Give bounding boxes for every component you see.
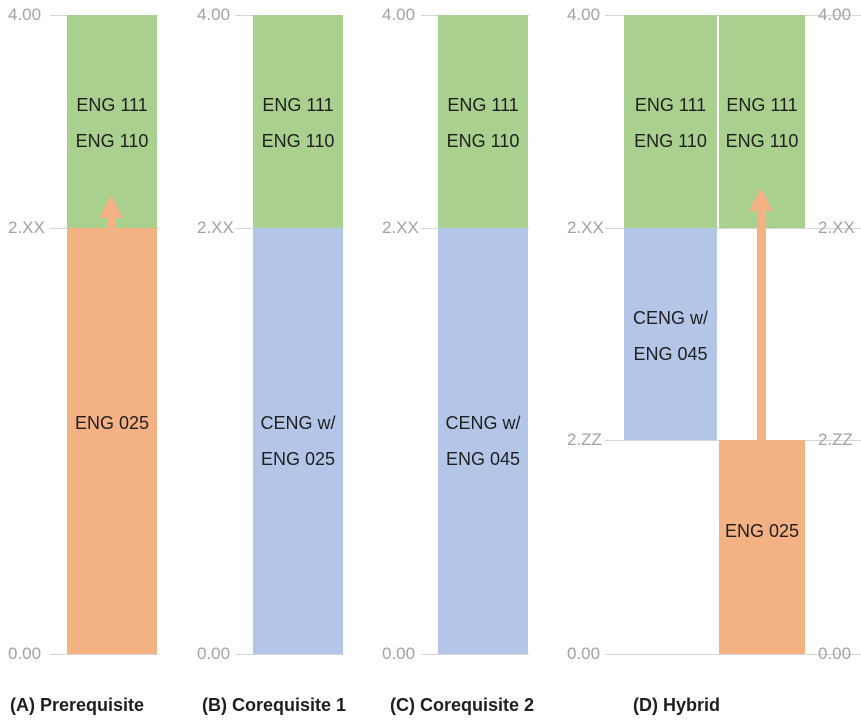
tick-label-bottom-right: 0.00 — [818, 644, 852, 663]
block-eng-111-110-left: ENG 111 ENG 110 — [624, 15, 717, 228]
caption-hybrid: (D) Hybrid — [633, 695, 720, 715]
block-label-line1: ENG 111 — [726, 95, 798, 115]
tick-label-low-right: 2.ZZ — [818, 430, 853, 449]
block-eng-111-110: ENG 111 ENG 110 — [438, 15, 528, 228]
caption-corequisite-1: (B) Corequisite 1 — [202, 695, 347, 715]
tick-label-mid-right: 2.XX — [818, 218, 855, 237]
tick-label-bottom: 0.00 — [382, 644, 416, 663]
block-label-line2: ENG 045 — [633, 344, 708, 364]
block-label-line2: ENG 110 — [446, 131, 520, 151]
tick-label-top-right: 4.00 — [818, 5, 852, 24]
block-label-line2: ENG 110 — [261, 131, 335, 151]
block-label-line2: ENG 110 — [725, 131, 799, 151]
block-label-line1: ENG 025 — [74, 413, 150, 433]
block-label-line2: ENG 025 — [260, 449, 336, 469]
block-ceng-eng-045: CENG w/ ENG 045 — [438, 228, 528, 654]
gridline-mid — [605, 228, 861, 229]
block-label-line1: ENG 111 — [447, 95, 519, 115]
block-ceng-eng-045: CENG w/ ENG 045 — [624, 228, 717, 440]
tick-label-bottom: 0.00 — [197, 644, 231, 663]
caption-prerequisite: (A) Prerequisite — [10, 695, 145, 715]
panel-corequisite-1: 4.00 2.XX 0.00 ENG 111 ENG 110 CENG w/ E… — [180, 0, 370, 727]
tick-label-top-left: 4.00 — [567, 5, 601, 24]
tick-label-mid-left: 2.XX — [567, 218, 604, 237]
block-label-line2: ENG 045 — [445, 449, 521, 469]
tick-label-top: 4.00 — [382, 5, 416, 24]
tick-label-mid: 2.XX — [197, 218, 234, 237]
tick-label-mid: 2.XX — [382, 218, 419, 237]
tick-label-top: 4.00 — [197, 5, 231, 24]
block-label-line2: ENG 110 — [634, 131, 707, 151]
gridline-bottom — [421, 654, 529, 655]
panel-hybrid: 4.00 2.XX 2.ZZ 0.00 ENG 111 ENG 110 CENG… — [550, 0, 861, 727]
tick-label-mid: 2.XX — [8, 218, 45, 237]
gridline-bottom — [235, 654, 343, 655]
tick-label-bottom: 0.00 — [8, 644, 42, 663]
block-label-line1: CENG w/ — [445, 413, 521, 433]
gridline-bottom — [50, 654, 158, 655]
block-label-line1: ENG 111 — [634, 95, 707, 115]
arrow-up-icon — [749, 188, 773, 442]
block-label-line1: CENG w/ — [260, 413, 336, 433]
block-eng-025: ENG 025 — [719, 440, 805, 654]
block-label-line1: CENG w/ — [632, 308, 708, 328]
block-label-line1: ENG 111 — [262, 95, 334, 115]
block-label-line2: ENG 110 — [75, 131, 149, 151]
block-ceng-eng-025: CENG w/ ENG 025 — [253, 228, 343, 654]
arrow-up-icon — [99, 195, 123, 256]
block-label-line1: ENG 025 — [724, 521, 800, 541]
tick-label-low-left: 2.ZZ — [567, 430, 602, 449]
caption-corequisite-2: (C) Corequisite 2 — [390, 695, 535, 715]
block-label-line1: ENG 111 — [76, 95, 148, 115]
tick-label-top: 4.00 — [8, 5, 42, 24]
gridline-bottom — [605, 654, 861, 655]
block-eng-111-110: ENG 111 ENG 110 — [253, 15, 343, 228]
block-eng-111-110: ENG 111 ENG 110 — [67, 15, 157, 228]
panel-corequisite-2: 4.00 2.XX 0.00 ENG 111 ENG 110 CENG w/ E… — [370, 0, 550, 727]
tick-label-bottom-left: 0.00 — [567, 644, 601, 663]
block-eng-025: ENG 025 — [67, 228, 157, 654]
panel-prerequisite: 4.00 2.XX 0.00 ENG 111 ENG 110 ENG 025 (… — [0, 0, 180, 727]
